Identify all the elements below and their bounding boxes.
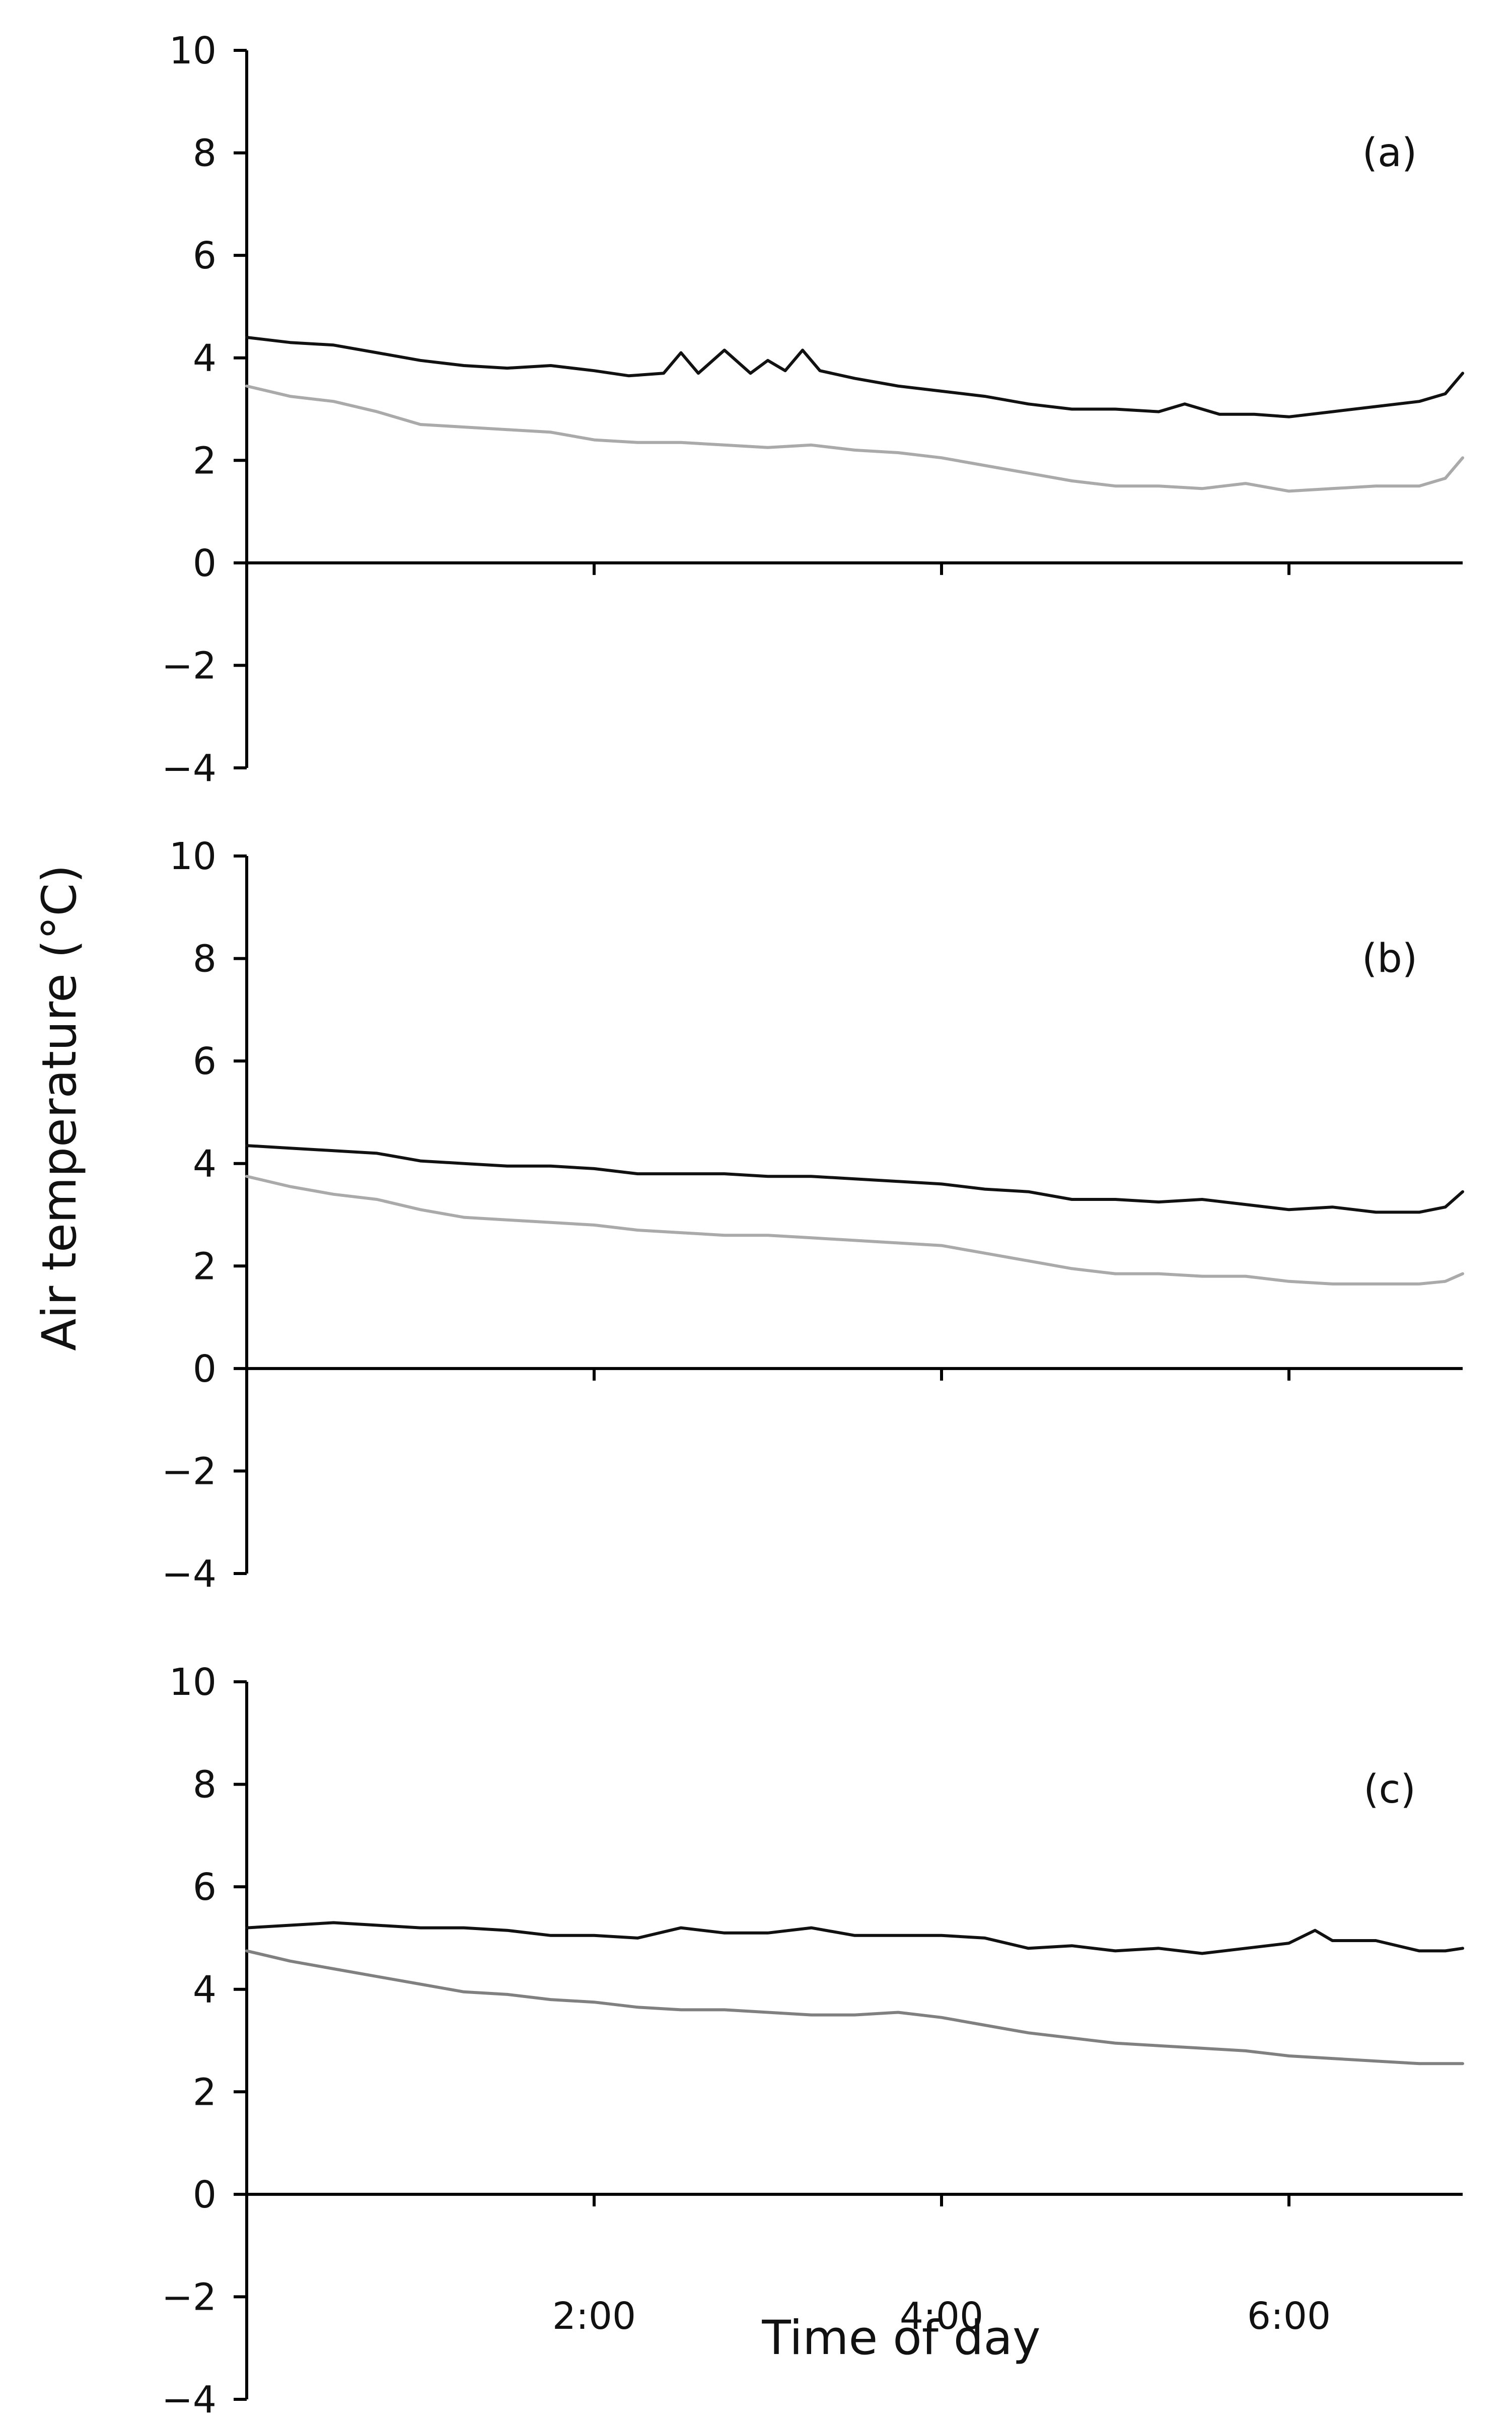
y-tick-label: −4 (162, 747, 217, 790)
x-tick-label: 6:00 (1247, 2295, 1331, 2338)
y-tick-label: 2 (193, 439, 217, 482)
series-line-grey (245, 1949, 1464, 2065)
panel-label: (c) (1363, 1767, 1416, 1812)
series-line-dark (245, 1144, 1464, 1214)
panel-label: (b) (1362, 936, 1417, 981)
y-tick-label: 10 (169, 835, 217, 878)
panel-b: 10 8 6 4 2 0 −2 −4 (b) (162, 835, 1464, 1596)
x-tick-label: 4:00 (900, 2295, 983, 2338)
y-tick-label: 10 (169, 29, 217, 73)
y-tick-label: 8 (193, 938, 217, 981)
y-tick-label: −4 (162, 2378, 217, 2421)
series-line-grey (245, 1175, 1464, 1286)
series-line-dark (245, 336, 1464, 418)
y-tick-label: 10 (169, 1661, 217, 1704)
panel-c: 10 8 6 4 2 0 −2 −4 2:00 4:00 6:00 (c) (162, 1661, 1464, 2421)
y-tick-label: 6 (193, 1040, 217, 1083)
y-tick-label: 2 (193, 1245, 217, 1288)
y-tick-label: 4 (193, 1143, 217, 1186)
series-line-dark (245, 1921, 1464, 1955)
y-tick-label: −2 (162, 1450, 217, 1493)
y-tick-label: −2 (162, 644, 217, 687)
y-tick-label: 0 (193, 1347, 217, 1391)
y-tick-label: 4 (193, 1968, 217, 2012)
y-tick-label: 6 (193, 234, 217, 277)
y-tick-label: −2 (162, 2275, 217, 2319)
y-tick-label: 4 (193, 337, 217, 380)
y-tick-label: 2 (193, 2071, 217, 2114)
chart-panels: 10 8 6 4 2 0 −2 −4 (a) 10 8 6 4 2 0 −2 −4 (b) 10 8 6 4 2 0 −2 −4 2… (162, 29, 1464, 2421)
x-tick-label: 2:00 (552, 2295, 636, 2338)
y-axis-title: Air temperature (°C) (32, 865, 87, 1351)
y-tick-label: 8 (193, 132, 217, 175)
y-tick-label: 6 (193, 1866, 217, 1909)
x-axis-title: Time of day (761, 2311, 1040, 2366)
y-tick-label: 0 (193, 2173, 217, 2217)
panel-a: 10 8 6 4 2 0 −2 −4 (a) (162, 29, 1464, 790)
y-tick-label: −4 (162, 1552, 217, 1596)
y-tick-label: 8 (193, 1763, 217, 1807)
panel-label: (a) (1362, 130, 1417, 176)
y-tick-label: 0 (193, 542, 217, 585)
series-line-grey (245, 384, 1464, 493)
